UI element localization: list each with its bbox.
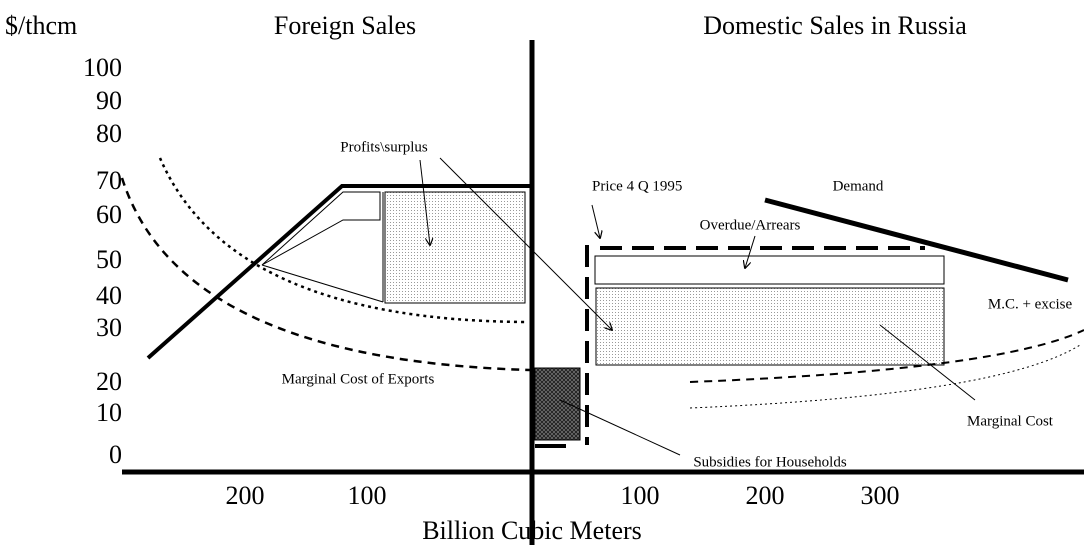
x-tick-label: 200 [226,481,265,510]
y-tick-label: 60 [96,200,122,229]
domestic-shapes [534,197,1084,448]
annotation: Profits\surplus [340,139,428,155]
labels: $/thcm Foreign Sales Domestic Sales in Rus… [5,11,1072,545]
axes [122,40,1084,545]
annotation: Price 4 Q 1995 [592,178,682,194]
annotation: Subsidies for Households [693,454,846,470]
y-tick-label: 70 [96,166,122,195]
left-title: Foreign Sales [274,11,416,40]
annotation: Marginal Cost [967,413,1054,429]
y-tick-label: 80 [96,119,122,148]
annotation: Marginal Cost of Exports [282,371,435,387]
x-tick-label: 100 [348,481,387,510]
unit-label: $/thcm [5,11,77,40]
y-tick-label: 50 [96,245,122,274]
annotation: M.C. + excise [988,296,1073,312]
x-tick-label: 200 [746,481,785,510]
y-tick-label: 90 [96,86,122,115]
foreign-shapes [120,157,532,372]
x-axis-title: Billion Cubic Meters [422,516,642,545]
annotation: Overdue/Arrears [700,217,801,233]
right-title: Domestic Sales in Russia [703,11,967,40]
y-tick-label: 10 [96,398,122,427]
arrows [419,157,976,456]
y-tick-label: 40 [96,281,122,310]
y-tick-label: 0 [109,440,122,469]
y-tick-label: 20 [96,367,122,396]
y-tick-label: 100 [83,53,122,82]
y-tick-label: 30 [96,313,122,342]
x-tick-label: 100 [621,481,660,510]
x-tick-label: 300 [861,481,900,510]
annotation: Demand [833,178,884,194]
